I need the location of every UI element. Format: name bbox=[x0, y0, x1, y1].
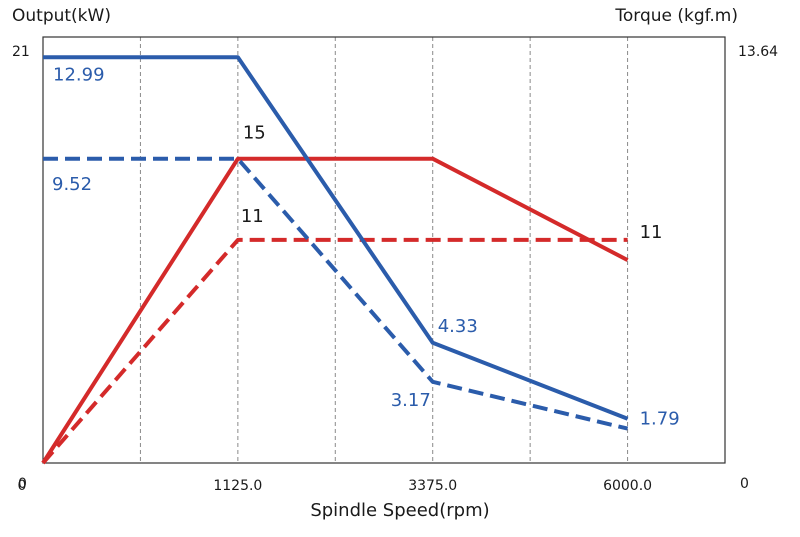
y-right-tick-min: 0 bbox=[740, 476, 749, 492]
data-label: 4.33 bbox=[438, 316, 478, 337]
data-label: 9.52 bbox=[52, 174, 92, 195]
x-tick-label: 3375.0 bbox=[408, 478, 457, 494]
data-label: 3.17 bbox=[391, 390, 431, 411]
output-line-dashed bbox=[41, 237, 628, 465]
y-left-tick-min: 0 bbox=[18, 476, 27, 492]
x-tick-label: 0 bbox=[18, 478, 27, 494]
data-label: 12.99 bbox=[53, 64, 105, 85]
y-left-axis-title: Output(kW) bbox=[12, 6, 111, 26]
plot-frame bbox=[42, 36, 726, 464]
y-right-axis-title: Torque (kgf.m) bbox=[615, 6, 738, 26]
data-label: 11 bbox=[241, 206, 264, 227]
x-tick-label: 1125.0 bbox=[213, 478, 262, 494]
x-axis-title: Spindle Speed(rpm) bbox=[310, 500, 490, 521]
data-label: 1.79 bbox=[640, 409, 680, 430]
torque-line-dashed bbox=[43, 156, 629, 431]
y-right-tick-max: 13.64 bbox=[738, 44, 779, 60]
data-label: 11 bbox=[640, 222, 663, 243]
torque-line-solid bbox=[43, 55, 629, 421]
output-line-solid bbox=[41, 156, 629, 465]
y-left-tick-max: 21 bbox=[12, 44, 30, 60]
x-tick-label: 6000.0 bbox=[603, 478, 652, 494]
data-label: 15 bbox=[243, 123, 266, 144]
